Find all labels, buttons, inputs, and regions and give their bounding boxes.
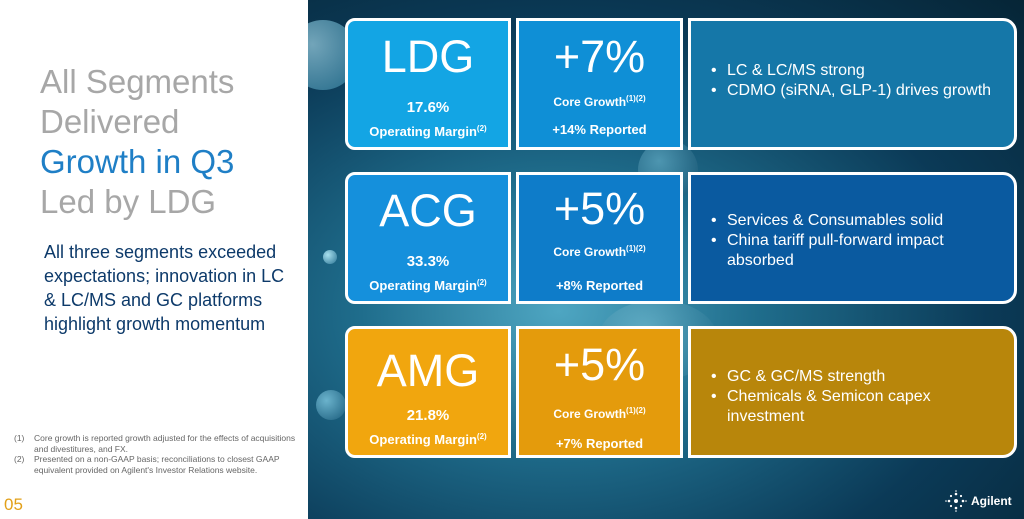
highlight-item: China tariff pull-forward impact absorbe… xyxy=(709,231,1000,271)
operating-margin-value: 17.6% xyxy=(406,99,450,116)
operating-margin-label: Operating Margin(2) xyxy=(369,124,487,139)
logo-text: Agilent xyxy=(971,494,1012,508)
operating-margin-label: Operating Margin(2) xyxy=(369,432,487,447)
core-growth-value: +5% xyxy=(553,339,646,390)
bubble-decoration xyxy=(316,390,346,420)
highlights-list: Services & Consumables solid China tarif… xyxy=(709,211,1000,271)
highlight-item: Chemicals & Semicon capex investment xyxy=(709,387,1000,427)
highlights-card: GC & GC/MS strength Chemicals & Semicon … xyxy=(688,326,1017,458)
operating-margin-value: 21.8% xyxy=(406,407,450,424)
core-growth-label: Core Growth(1)(2) xyxy=(553,94,646,109)
bubble-decoration xyxy=(323,250,337,264)
core-growth-card: +7% Core Growth(1)(2) +14% Reported xyxy=(516,18,683,150)
reported-growth: +7% Reported xyxy=(555,436,644,451)
reported-growth: +14% Reported xyxy=(552,122,647,137)
segment-name-card: LDG 17.6% Operating Margin(2) xyxy=(345,18,511,150)
slide-subtext: All three segments exceeded expectations… xyxy=(44,242,285,334)
core-growth-value: +7% xyxy=(553,31,646,82)
footnotes: (1) Core growth is reported growth adjus… xyxy=(14,433,304,475)
operating-margin-label: Operating Margin(2) xyxy=(369,278,487,293)
highlights-list: LC & LC/MS strong CDMO (siRNA, GLP-1) dr… xyxy=(709,61,1000,101)
slide-headline: All Segments Delivered Growth in Q3 Led … xyxy=(40,62,234,222)
footnote-number: (1) xyxy=(14,433,25,443)
highlight-item: GC & GC/MS strength xyxy=(709,367,1000,387)
core-growth-card: +5% Core Growth(1)(2) +8% Reported xyxy=(516,172,683,304)
segment-name: LDG xyxy=(381,31,475,82)
segment-name-card: AMG 21.8% Operating Margin(2) xyxy=(345,326,511,458)
segment-name-card: ACG 33.3% Operating Margin(2) xyxy=(345,172,511,304)
highlights-list: GC & GC/MS strength Chemicals & Semicon … xyxy=(709,367,1000,427)
segment-name: ACG xyxy=(379,185,477,236)
headline-line-3: Growth in Q3 xyxy=(40,143,235,180)
footnote-text: Presented on a non-GAAP basis; reconcili… xyxy=(34,454,280,475)
headline-line-4: Led by LDG xyxy=(40,183,217,220)
operating-margin-value: 33.3% xyxy=(406,253,450,270)
left-panel: All Segments Delivered Growth in Q3 Led … xyxy=(0,0,308,519)
highlights-card: Services & Consumables solid China tarif… xyxy=(688,172,1017,304)
segment-row-ldg: LDG 17.6% Operating Margin(2) +7% Core G… xyxy=(345,18,1017,150)
headline-line-1: All Segments xyxy=(40,63,235,100)
core-growth-card: +5% Core Growth(1)(2) +7% Reported xyxy=(516,326,683,458)
highlight-item: CDMO (siRNA, GLP-1) drives growth xyxy=(709,81,1000,101)
segment-name: AMG xyxy=(376,345,480,396)
segment-row-amg: AMG 21.8% Operating Margin(2) +5% Core G… xyxy=(345,326,1017,458)
core-growth-label: Core Growth(1)(2) xyxy=(553,406,646,421)
core-growth-value: +5% xyxy=(553,183,646,234)
agilent-logo: Agilent xyxy=(945,490,1012,512)
highlight-item: Services & Consumables solid xyxy=(709,211,1000,231)
page-number: 05 xyxy=(4,495,23,514)
headline-line-2: Delivered xyxy=(40,103,180,140)
footnote-2: (2) Presented on a non-GAAP basis; recon… xyxy=(14,454,304,475)
footnote-number: (2) xyxy=(14,454,25,464)
footnote-1: (1) Core growth is reported growth adjus… xyxy=(14,433,304,454)
reported-growth: +8% Reported xyxy=(555,278,644,293)
core-growth-label: Core Growth(1)(2) xyxy=(553,244,646,259)
agilent-spark-icon xyxy=(945,490,967,512)
footnote-text: Core growth is reported growth adjusted … xyxy=(34,433,296,454)
segment-row-acg: ACG 33.3% Operating Margin(2) +5% Core G… xyxy=(345,172,1017,304)
highlights-card: LC & LC/MS strong CDMO (siRNA, GLP-1) dr… xyxy=(688,18,1017,150)
highlight-item: LC & LC/MS strong xyxy=(709,61,1000,81)
